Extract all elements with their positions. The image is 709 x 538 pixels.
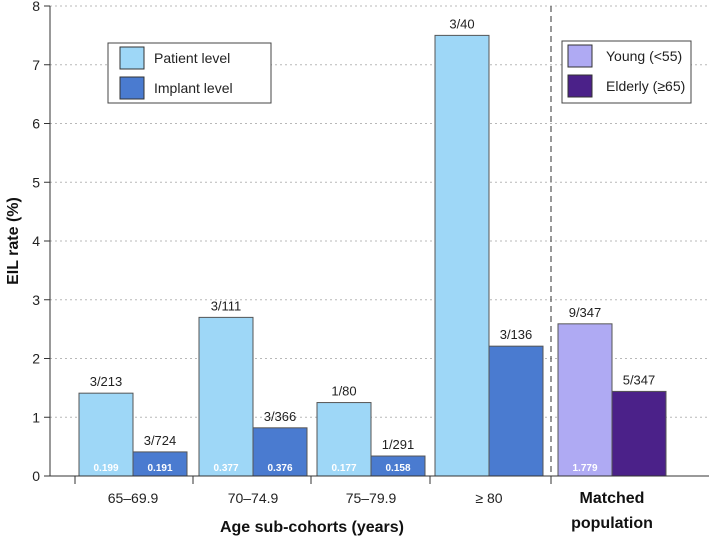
matched-population-label: Matched population [571,490,653,532]
y-tick-label: 0 [32,468,40,484]
bar-patient-level [78,392,134,477]
legend-label-implant: Implant level [154,80,233,96]
bar-inner-value-label: 0.158 [385,463,410,474]
bar-matched-young [557,323,613,477]
y-tick-label: 3 [32,292,40,308]
bar-count-label: 3/366 [264,409,297,424]
x-axis-title: Age sub-cohorts (years) [220,519,404,536]
category-labels: 65–69.9 70–74.9 75–79.9 ≥ 80 Matched populati… [108,490,653,532]
bar-count-label: 3/213 [90,374,123,389]
category-label: 70–74.9 [228,490,279,506]
bars [78,34,667,477]
bar-count-label: 1/291 [382,437,415,452]
bar-implant-level [252,427,308,477]
bar-inner-value-label: 1.779 [572,463,597,474]
bar-count-label: 3/724 [144,433,177,448]
bar-inner-value-label: 0.177 [331,463,356,474]
bar-matched-elderly [611,390,667,477]
y-tick-label: 2 [32,351,40,367]
bar-count-label: 1/80 [331,384,356,399]
y-tick-label: 4 [32,233,40,249]
y-tick-label: 8 [32,0,40,14]
bar-inner-value-label: 0.376 [267,463,292,474]
bar-inner-value-label: 0.191 [147,463,172,474]
bar-count-label: 3/40 [449,16,474,31]
legend-swatch-young [567,44,593,68]
legend-swatch-implant [119,76,145,100]
bar-count-label: 3/136 [500,327,533,342]
bar-implant-level [488,345,544,477]
y-tick-label: 1 [32,409,40,425]
legend-left: Patient level Implant level [107,42,272,104]
legend-right: Young (<55) Elderly (≥65) [561,40,692,104]
y-axis-title: EIL rate (%) [5,197,22,285]
legend-label-young: Young (<55) [606,48,682,64]
legend-label-patient: Patient level [154,50,230,66]
legend-swatch-elderly [567,74,593,98]
y-tick-label: 5 [32,174,40,190]
category-label: 75–79.9 [346,490,397,506]
bar-count-label: 3/111 [211,298,242,313]
bar-inner-value-label: 0.199 [93,463,118,474]
axes [49,6,709,484]
bar-count-label: 9/347 [569,305,602,320]
legend-label-elderly: Elderly (≥65) [606,78,685,94]
bar-count-label: 5/347 [623,372,656,387]
category-label: 65–69.9 [108,490,159,506]
y-tick-label: 6 [32,116,40,132]
y-tick-label: 7 [32,57,40,73]
y-axis-ticks: 0 1 2 3 4 5 6 7 8 [32,0,50,484]
category-label: ≥ 80 [475,490,502,506]
legend-swatch-patient [119,46,145,70]
bar-patient-level [434,34,490,477]
bar-patient-level [198,316,254,477]
bar-inner-value-label: 0.377 [213,463,238,474]
bar-labels: 3/213 0.199 3/111 0.377 1/80 0.177 3/40 3/724 0.… [90,16,656,474]
